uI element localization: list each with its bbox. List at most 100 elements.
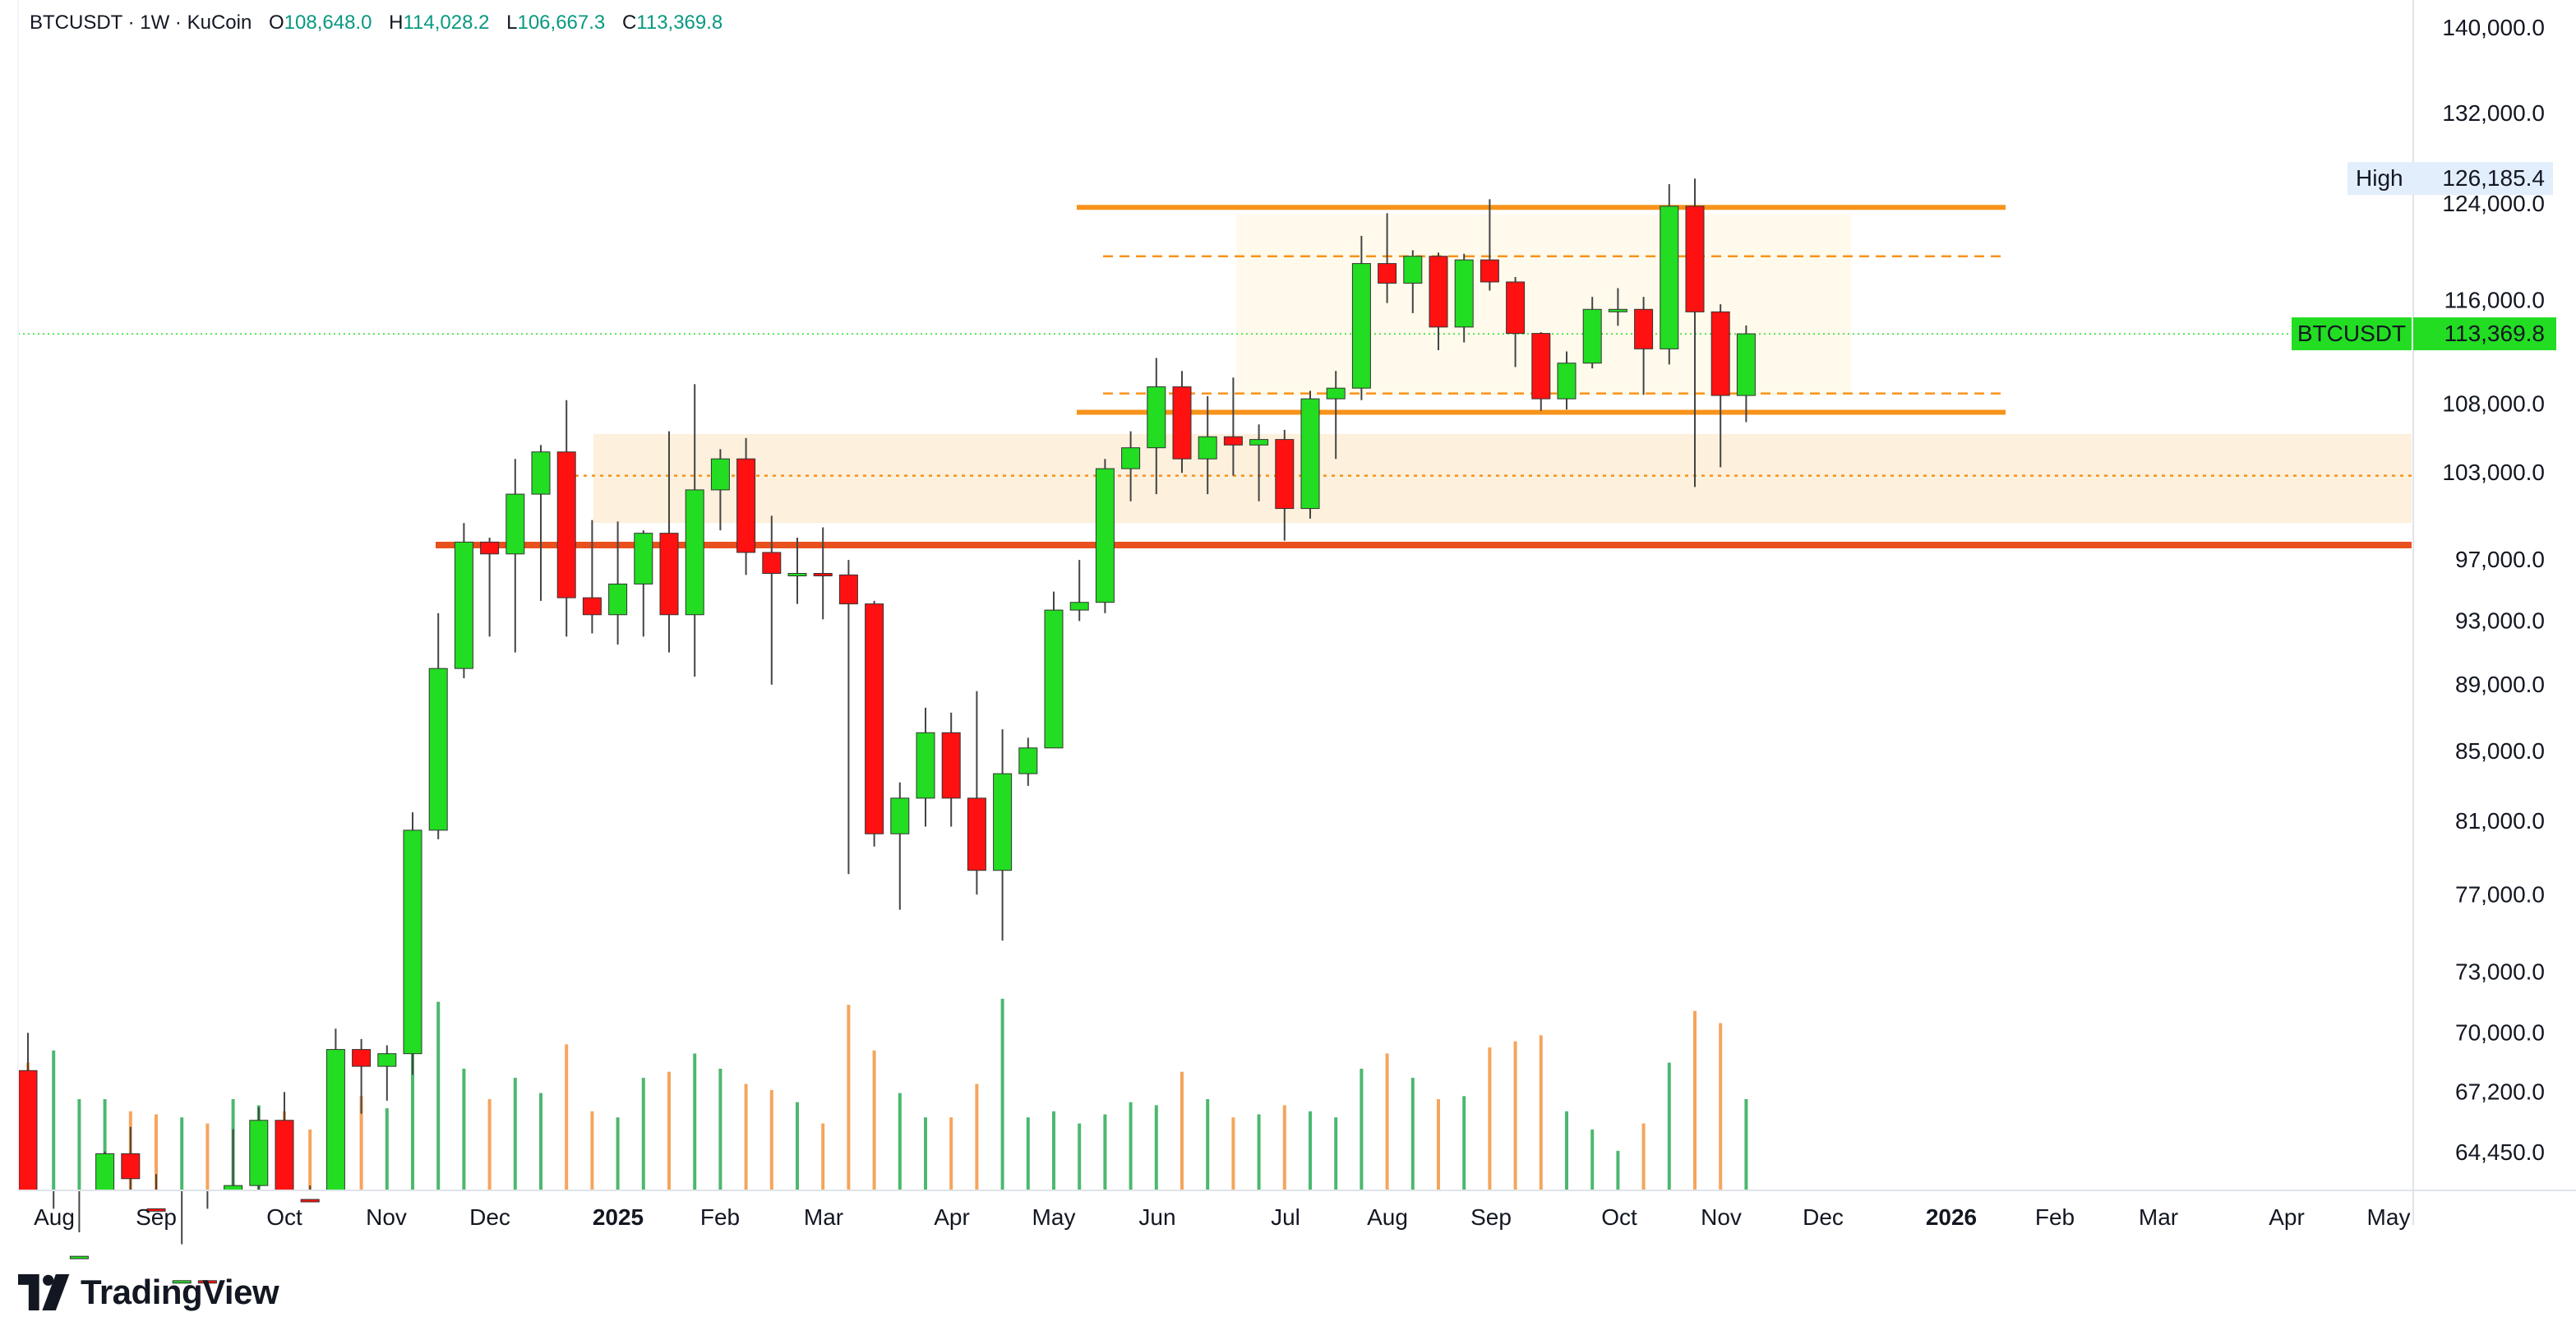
candle[interactable] xyxy=(916,707,935,827)
candle[interactable] xyxy=(1531,332,1551,411)
candle[interactable] xyxy=(1378,213,1397,303)
candle[interactable] xyxy=(480,538,500,637)
candle[interactable] xyxy=(838,560,858,875)
candle[interactable] xyxy=(454,523,473,678)
y-tick-label: 64,450.0 xyxy=(2455,1139,2545,1165)
tradingview-brand[interactable]: TradingView xyxy=(18,1269,279,1315)
candle[interactable] xyxy=(1351,235,1371,400)
candle[interactable] xyxy=(275,1092,294,1191)
candle[interactable] xyxy=(172,1190,192,1284)
candle[interactable] xyxy=(1147,358,1166,495)
candle[interactable] xyxy=(1403,250,1423,313)
candle[interactable] xyxy=(1480,199,1499,291)
axes-layer[interactable]: 140,000.0132,000.0124,000.0116,000.0108,… xyxy=(17,0,2576,1230)
candle[interactable] xyxy=(224,1129,243,1191)
candle[interactable] xyxy=(1557,351,1577,410)
zones-layer xyxy=(593,214,2412,524)
candle[interactable] xyxy=(1326,371,1346,460)
candle[interactable] xyxy=(736,437,756,575)
volume-bar xyxy=(718,1069,722,1190)
candle-body xyxy=(146,1208,166,1212)
candle[interactable] xyxy=(1069,560,1089,621)
volume-bar xyxy=(103,1099,107,1190)
candle-body xyxy=(1172,386,1192,460)
candle[interactable] xyxy=(531,445,551,601)
candle[interactable] xyxy=(69,1190,89,1259)
support-zone xyxy=(593,433,2412,524)
candle[interactable] xyxy=(762,515,782,685)
candle[interactable] xyxy=(1249,424,1269,501)
volume-bar xyxy=(1693,1010,1697,1190)
candle-body xyxy=(608,583,628,616)
candle[interactable] xyxy=(993,729,1013,941)
candle[interactable] xyxy=(1018,737,1038,786)
candle[interactable] xyxy=(1275,429,1295,541)
candle[interactable] xyxy=(1172,371,1192,474)
candle-body xyxy=(1223,436,1243,446)
volume-bar xyxy=(1282,1105,1286,1190)
candle[interactable] xyxy=(813,527,833,620)
candle[interactable] xyxy=(146,1174,166,1212)
candle[interactable] xyxy=(249,1107,269,1190)
candle[interactable] xyxy=(1095,459,1115,613)
candle[interactable] xyxy=(608,521,628,645)
symbol-header[interactable]: BTCUSDT · 1W · KuCoin O108,648.0 H114,02… xyxy=(30,12,723,34)
candle[interactable] xyxy=(787,538,807,604)
volume-bar xyxy=(847,1005,851,1190)
candle[interactable] xyxy=(710,449,730,531)
candle-body xyxy=(1531,333,1551,400)
candle[interactable] xyxy=(556,400,576,637)
candle[interactable] xyxy=(1198,395,1217,495)
candle[interactable] xyxy=(1685,178,1705,487)
candle[interactable] xyxy=(685,384,704,677)
candle[interactable] xyxy=(121,1126,141,1190)
candle[interactable] xyxy=(1300,390,1320,519)
candle[interactable] xyxy=(865,600,884,847)
volume-bar xyxy=(769,1089,773,1190)
candle-body xyxy=(865,603,884,834)
candle[interactable] xyxy=(95,1151,115,1191)
candle[interactable] xyxy=(352,1038,372,1114)
candle[interactable] xyxy=(1582,297,1602,369)
candle[interactable] xyxy=(1044,591,1064,749)
candle[interactable] xyxy=(967,691,986,895)
candle[interactable] xyxy=(1429,252,1448,350)
candle[interactable] xyxy=(1223,377,1243,476)
candle-body xyxy=(454,541,473,669)
candle[interactable] xyxy=(1608,288,1627,326)
candle[interactable] xyxy=(890,782,910,910)
x-tick-label: Apr xyxy=(2269,1204,2305,1230)
candle[interactable] xyxy=(428,612,448,839)
volume-bar xyxy=(1539,1035,1543,1190)
candle[interactable] xyxy=(1710,304,1730,468)
candle[interactable] xyxy=(18,1033,38,1191)
candle[interactable] xyxy=(403,812,422,1075)
candle[interactable] xyxy=(377,1045,397,1101)
candle[interactable] xyxy=(1121,431,1141,501)
candle[interactable] xyxy=(634,530,653,637)
candle[interactable] xyxy=(1506,276,1526,367)
candle-body xyxy=(1660,206,1679,349)
candle[interactable] xyxy=(506,459,525,653)
volume-bar xyxy=(462,1069,466,1190)
volume-bar xyxy=(1719,1023,1723,1190)
candle[interactable] xyxy=(1454,253,1474,343)
candle-body xyxy=(1429,256,1448,328)
candle[interactable] xyxy=(1736,325,1756,423)
volume-bar xyxy=(1154,1105,1158,1190)
candle[interactable] xyxy=(659,431,679,653)
candle[interactable] xyxy=(197,1190,217,1284)
candle[interactable] xyxy=(1660,184,1679,365)
x-tick-label: Jul xyxy=(1271,1204,1300,1230)
candle[interactable] xyxy=(325,1028,345,1191)
candle-body xyxy=(1121,447,1141,469)
candle[interactable] xyxy=(941,712,961,827)
candle-body xyxy=(1018,747,1038,774)
candle[interactable] xyxy=(300,1185,320,1203)
candle-body xyxy=(1198,436,1217,460)
candle[interactable] xyxy=(582,520,602,634)
candle[interactable] xyxy=(1634,297,1654,395)
candle-body xyxy=(352,1049,372,1067)
volume-bar xyxy=(1309,1111,1312,1190)
